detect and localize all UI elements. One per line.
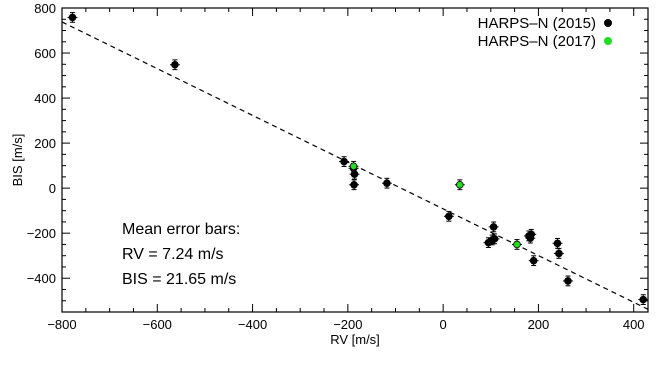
y-axis-label: BIS [m/s] [10,134,25,187]
annotation-line-3: BIS = 21.65 m/s [122,271,236,288]
plot-frame [61,7,649,313]
legend: HARPS–N (2015) HARPS–N (2017) [478,15,612,50]
data-point-2015 [563,275,573,287]
y-tick-label: −400 [27,271,56,286]
x-tick-label: −400 [238,317,267,332]
legend-marker-2015 [604,19,612,27]
annotation-line-1: Mean error bars: [122,221,240,238]
point-marker [340,157,348,166]
legend-label-2015: HARPS–N (2015) [478,15,596,32]
x-tick-label: 400 [623,317,645,332]
point-marker [564,277,572,285]
points-layer [67,12,649,305]
point-marker [555,249,563,258]
x-tick-label: 0 [440,317,447,332]
point-marker [350,180,358,189]
data-point-2015 [489,233,500,245]
point-marker [171,60,179,69]
x-axis-label: RV [m/s] [330,332,380,347]
y-tick-label: 200 [34,136,56,151]
point-marker [68,13,77,22]
data-point-2015 [528,255,539,267]
ticks-layer: −800 −600 −400 −200 0 200 400 −400 −200 0 200 400 60… [27,1,648,332]
data-point-2015 [638,294,649,305]
x-tick-label: 200 [528,317,550,332]
data-point-2017 [348,160,359,172]
y-tick-label: 400 [34,91,56,106]
legend-marker-2017 [604,37,612,45]
data-point-2015 [169,59,180,71]
point-marker [350,170,359,178]
data-point-2015 [381,177,392,189]
y-tick-label: 600 [34,46,56,61]
data-point-2015 [526,228,537,240]
annotation-line-2: RV = 7.24 m/s [122,246,224,263]
point-marker [529,256,538,265]
point-marker [490,235,499,243]
point-marker [383,179,391,187]
data-point-2015 [339,156,349,167]
point-marker [513,240,521,249]
point-marker [639,295,648,304]
x-tick-label: −800 [47,317,76,332]
point-marker [445,212,453,221]
x-tick-label: −200 [333,317,362,332]
data-point-2015 [67,12,78,23]
data-point-2015 [552,237,563,249]
data-point-2015 [488,221,499,233]
x-tick-label: −600 [143,317,172,332]
point-marker [489,223,498,231]
point-marker [527,230,536,239]
data-point-2015 [443,210,454,222]
point-marker [349,162,358,171]
data-point-2015 [349,179,359,191]
data-point-2017 [512,239,522,250]
y-tick-label: 800 [34,1,56,16]
data-point-2015 [349,168,360,180]
mean-error-bars-note: Mean error bars: RV = 7.24 m/s BIS = 21.… [122,221,240,288]
data-point-2015 [553,248,564,259]
point-marker [456,180,464,189]
legend-label-2017: HARPS–N (2017) [478,33,596,50]
data-point-2017 [454,179,465,191]
y-tick-label: −200 [27,226,56,241]
point-marker [553,239,562,248]
y-tick-label: 0 [49,181,56,196]
